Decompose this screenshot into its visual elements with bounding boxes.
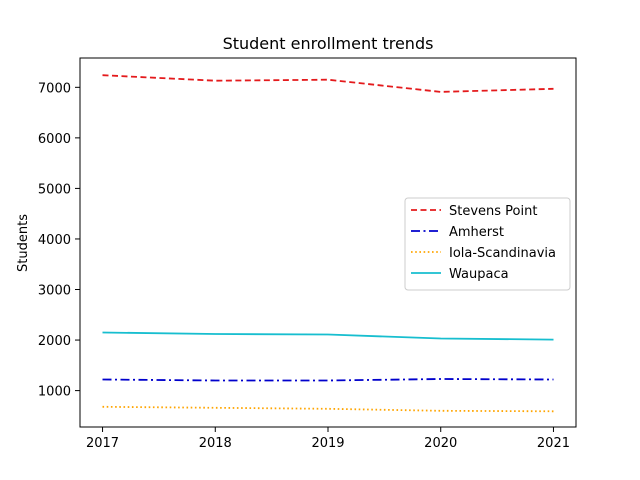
x-axis: 2017 2018 2019 2020 2021 [86,427,570,451]
y-tick-label: 5000 [38,182,71,197]
x-tick-label: 2017 [86,436,119,451]
x-tick-label: 2018 [199,436,232,451]
y-tick-label: 7000 [38,81,71,96]
series-line-iola-scandinavia [102,405,554,413]
y-tick-label: 3000 [38,284,71,299]
series-layer [102,74,554,413]
y-axis: 1000 2000 3000 4000 5000 6000 7000 [38,81,80,400]
chart-title: Student enrollment trends [223,34,434,53]
plot-frame [79,57,577,428]
x-tick-label: 2019 [311,436,344,451]
x-tick-label: 2021 [537,436,570,451]
y-tick-label: 2000 [38,334,71,349]
series-line-amherst [102,378,554,382]
y-tick-label: 4000 [38,233,71,248]
y-axis-label: Students [16,214,31,272]
y-tick-label: 6000 [38,132,71,147]
legend-frame [404,197,571,291]
y-tick-label: 1000 [38,385,71,400]
series-line-waupaca [102,331,554,341]
legend-label: Stevens Point [449,204,537,219]
series-line-stevens-point [102,74,554,93]
legend-label: Iola-Scandinavia [449,246,556,261]
legend-label: Waupaca [449,267,509,282]
x-tick-label: 2020 [424,436,457,451]
legend: Stevens Point Amherst Iola-Scandinavia Waup… [404,197,571,291]
legend-label: Amherst [449,225,504,240]
